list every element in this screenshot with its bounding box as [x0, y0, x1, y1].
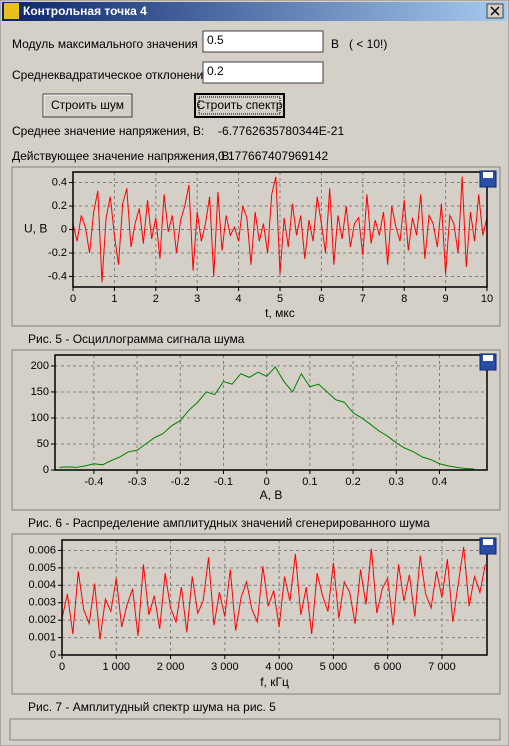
x-tick-label: 9 — [443, 293, 449, 305]
status-bar — [9, 718, 501, 741]
save-button[interactable] — [479, 170, 497, 188]
save-icon-label[interactable] — [483, 172, 493, 178]
y-tick-label: 0.004 — [28, 579, 56, 591]
y-tick-label: 0.4 — [52, 176, 67, 188]
x-tick-label: 3 — [194, 293, 200, 305]
x-tick-label: 2 — [153, 293, 159, 305]
x-tick-label: -0.1 — [214, 476, 233, 488]
mean-value: -6.7762635780344E-21 — [218, 124, 344, 138]
max-unit: В ( < 10!) — [331, 37, 387, 51]
y-tick-label: 0 — [50, 649, 56, 661]
y-tick-label: 50 — [37, 438, 49, 450]
x-tick-label: -0.3 — [128, 476, 147, 488]
save-button[interactable] — [479, 353, 497, 371]
x-tick-label: -0.4 — [84, 476, 103, 488]
x-tick-label: 0.2 — [345, 476, 360, 488]
max-value[interactable]: 0.5 — [207, 33, 224, 47]
caption: Рис. 7 - Амплитудный спектр шума на рис.… — [28, 700, 276, 714]
y-tick-label: 0 — [61, 223, 67, 235]
rms-value: 0.177667407969142 — [218, 149, 328, 163]
x-tick-label: -0.2 — [171, 476, 190, 488]
data-line — [61, 546, 486, 640]
y-tick-label: 0.003 — [28, 597, 56, 609]
x-tick-label: 10 — [481, 293, 493, 305]
x-tick-label: 0.3 — [389, 476, 404, 488]
button-label[interactable]: Строить спектр — [196, 98, 282, 112]
chart-panel — [11, 533, 501, 695]
y-tick-label: 200 — [31, 360, 49, 372]
y-axis-label: U, В — [24, 222, 47, 236]
max-input[interactable] — [202, 30, 324, 53]
x-tick-label: 8 — [401, 293, 407, 305]
x-tick-label: 4 000 — [265, 661, 293, 673]
sd-value[interactable]: 0.2 — [207, 64, 224, 78]
button-label[interactable]: Строить шум — [51, 98, 124, 112]
x-tick-label: 7 — [360, 293, 366, 305]
x-tick-label: 5 000 — [320, 661, 348, 673]
y-tick-label: 0.2 — [52, 200, 67, 212]
chart-panel — [11, 166, 501, 327]
sd-input[interactable] — [202, 61, 324, 84]
y-tick-label: 0 — [43, 464, 49, 476]
x-tick-label: 0 — [264, 476, 270, 488]
data-line — [59, 366, 475, 470]
sd-label: Среднеквадратическое отклонение — [12, 68, 210, 82]
max-label: Модуль максимального значения — [12, 37, 198, 51]
x-tick-label: 6 000 — [374, 661, 402, 673]
x-tick-label: 3 000 — [211, 661, 239, 673]
x-tick-label: 0.1 — [302, 476, 317, 488]
x-axis-label: f, кГц — [260, 675, 289, 689]
x-tick-label: 0.4 — [432, 476, 447, 488]
y-tick-label: 150 — [31, 386, 49, 398]
y-tick-label: 0.001 — [28, 631, 56, 643]
save-button[interactable] — [479, 537, 497, 555]
data-line — [72, 176, 488, 283]
y-tick-label: 100 — [31, 412, 49, 424]
caption: Рис. 5 - Осциллограмма сигнала шума — [28, 332, 245, 346]
y-tick-label: 0.002 — [28, 614, 56, 626]
chart-panel — [11, 349, 501, 511]
y-tick-label: -0.4 — [48, 270, 67, 282]
rms-label: Действующее значение напряжения, В: — [12, 149, 233, 163]
mean-label: Среднее значение напряжения, В: — [12, 124, 204, 138]
x-axis-label: A, В — [260, 488, 283, 502]
save-icon-label[interactable] — [483, 355, 493, 361]
caption: Рис. 6 - Распределение амплитудных значе… — [28, 516, 430, 530]
y-tick-label: -0.2 — [48, 247, 67, 259]
x-tick-label: 4 — [236, 293, 242, 305]
y-tick-label: 0.006 — [28, 544, 56, 556]
x-tick-label: 5 — [277, 293, 283, 305]
plot-frame — [72, 171, 488, 288]
x-tick-label: 2 000 — [157, 661, 185, 673]
x-tick-label: 1 000 — [103, 661, 131, 673]
close-button[interactable] — [486, 3, 504, 19]
window-title: Контрольная точка 4 — [23, 4, 147, 18]
x-axis-label: t, мкс — [265, 306, 295, 320]
plot-frame — [54, 354, 488, 471]
y-tick-label: 0.005 — [28, 562, 56, 574]
x-tick-label: 7 000 — [428, 661, 456, 673]
x-tick-label: 0 — [70, 293, 76, 305]
save-icon-label[interactable] — [483, 539, 493, 545]
x-tick-label: 6 — [318, 293, 324, 305]
x-tick-label: 0 — [59, 661, 65, 673]
plot-frame — [61, 539, 488, 656]
spectrum-button[interactable]: Строить спектр — [194, 93, 285, 118]
x-tick-label: 1 — [111, 293, 117, 305]
title-bar — [2, 2, 507, 21]
app-icon — [4, 3, 19, 19]
noise-button[interactable]: Строить шум — [42, 93, 133, 118]
